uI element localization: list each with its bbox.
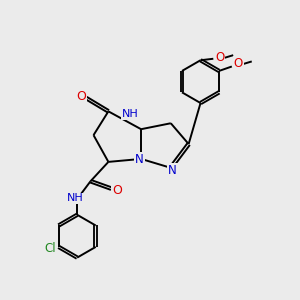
Text: N: N	[168, 164, 177, 177]
Text: N: N	[135, 153, 144, 166]
Text: O: O	[112, 184, 122, 196]
Text: O: O	[234, 57, 243, 70]
Text: O: O	[215, 51, 224, 64]
Text: NH: NH	[122, 109, 139, 119]
Text: O: O	[76, 90, 86, 103]
Text: NH: NH	[67, 194, 84, 203]
Text: Cl: Cl	[44, 242, 56, 255]
